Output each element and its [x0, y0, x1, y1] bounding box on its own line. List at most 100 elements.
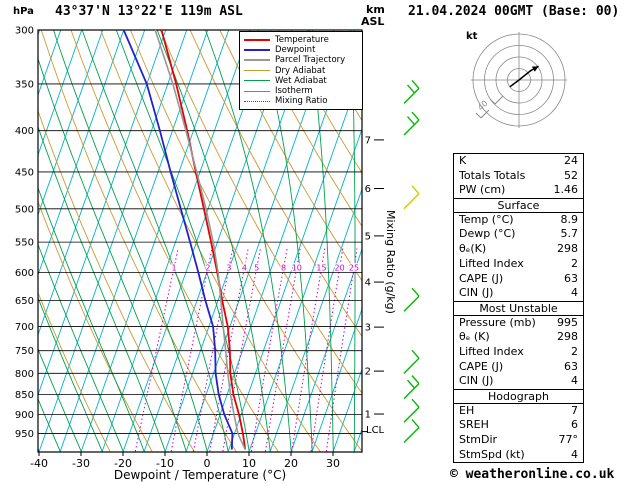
- table-section-title: Most Unstable: [454, 300, 583, 316]
- svg-text:5: 5: [254, 263, 259, 272]
- lcl-label: LCL: [366, 425, 385, 436]
- hodograph-rings: [472, 33, 566, 127]
- wind-barb: [403, 111, 420, 136]
- svg-text:300: 300: [15, 26, 34, 37]
- svg-text:20: 20: [284, 457, 298, 470]
- svg-text:4: 4: [365, 278, 371, 289]
- table-row-value: 63: [564, 359, 578, 373]
- wind-barb: [403, 375, 420, 400]
- hodograph: 40: [471, 32, 567, 128]
- svg-text:650: 650: [15, 296, 34, 307]
- wind-barb: [403, 349, 420, 374]
- svg-text:500: 500: [15, 204, 34, 215]
- legend-item: Dry Adiabat: [240, 66, 362, 76]
- svg-text:6: 6: [365, 184, 371, 195]
- legend-item: Wet Adiabat: [240, 76, 362, 86]
- table-row: CIN (J) 4: [454, 374, 583, 389]
- table-row-value: 52: [564, 168, 578, 182]
- table-row: θₑ(K) 298: [454, 242, 583, 257]
- svg-text:30: 30: [326, 457, 340, 470]
- km-axis-title: km: [366, 3, 385, 16]
- table-row: Totals Totals 52: [454, 169, 583, 184]
- svg-text:15: 15: [316, 263, 326, 272]
- svg-text:8: 8: [281, 263, 286, 272]
- svg-text:2: 2: [365, 367, 371, 378]
- legend-item: Parcel Trajectory: [240, 55, 362, 65]
- legend-item-label: Dewpoint: [275, 45, 316, 56]
- svg-text:350: 350: [15, 79, 34, 90]
- x-axis-label: Dewpoint / Temperature (°C): [113, 468, 287, 482]
- table-row-value: 4: [571, 374, 578, 388]
- table-row: SREH 6: [454, 418, 583, 433]
- wind-barb: [403, 185, 420, 210]
- table-section-title: Surface: [454, 198, 583, 213]
- table-row-label: StmDir: [459, 433, 498, 447]
- legend-item-label: Mixing Ratio: [275, 96, 328, 107]
- svg-text:850: 850: [15, 390, 34, 401]
- table-row-value: 4: [571, 286, 578, 300]
- svg-text:7: 7: [365, 135, 371, 146]
- temperature-axis-labels: -40 -30 -20 -10 0 10 20 30: [30, 452, 340, 470]
- legend-item-label: Parcel Trajectory: [275, 55, 346, 66]
- km-axis: 7 6 5 4 3 2 1: [365, 135, 384, 421]
- svg-text:900: 900: [15, 410, 34, 421]
- svg-text:450: 450: [15, 167, 34, 178]
- wind-barb: [403, 419, 420, 444]
- legend-item: Dewpoint: [240, 45, 362, 55]
- table-row-value: 2: [571, 256, 578, 270]
- table-row-value: 4: [571, 447, 578, 461]
- table-row-label: CAPE (J): [459, 271, 504, 285]
- svg-text:3: 3: [365, 323, 371, 334]
- profiles: [122, 29, 247, 450]
- wind-barb: [403, 287, 420, 312]
- svg-text:-10: -10: [156, 457, 174, 470]
- profile-temperature: [160, 29, 247, 450]
- table-row: CIN (J) 4: [454, 286, 583, 301]
- svg-text:0: 0: [204, 457, 211, 470]
- table-row: PW (cm) 1.46: [454, 183, 583, 198]
- svg-text:3: 3: [226, 263, 231, 272]
- table-row-label: CIN (J): [459, 286, 494, 300]
- legend-item-label: Dry Adiabat: [275, 65, 326, 76]
- table-row-label: θₑ (K): [459, 330, 490, 344]
- svg-text:2: 2: [205, 263, 210, 272]
- svg-text:20: 20: [335, 263, 345, 272]
- table-row: EH 7: [454, 404, 583, 419]
- legend-line-sample: [244, 70, 270, 72]
- legend-item: Mixing Ratio: [240, 96, 362, 106]
- table-row-value: 1.46: [553, 183, 579, 197]
- table-row-label: K: [459, 154, 467, 167]
- svg-text:700: 700: [15, 322, 34, 333]
- legend-line-sample: [244, 59, 270, 62]
- mixing-ratio-value-labels: 1 2 3 4 5 8 10 15 20 25: [170, 262, 360, 274]
- station-title: 43°37'N 13°22'E 119m ASL: [55, 4, 243, 19]
- table-section-title: Hodograph: [454, 389, 583, 404]
- indices-table: K 24 Totals Totals 52 PW (cm) 1.46 Surface Temp…: [453, 153, 584, 464]
- table-row-label: SREH: [459, 418, 489, 432]
- table-row: StmDir 77°: [454, 433, 583, 448]
- table-row-value: 7: [571, 403, 578, 417]
- svg-text:800: 800: [15, 369, 34, 380]
- svg-text:750: 750: [15, 346, 34, 357]
- table-row-label: Pressure (mb): [459, 315, 536, 329]
- svg-text:950: 950: [15, 429, 34, 440]
- legend-box: Temperature Dewpoint Parcel Trajectory Dry …: [239, 31, 363, 111]
- wind-barb: [403, 398, 420, 423]
- wind-barbs: [403, 79, 420, 444]
- table-row-value: 6: [571, 418, 578, 432]
- table-row-label: Temp (°C): [459, 212, 514, 226]
- legend-line-sample: [244, 90, 270, 92]
- table-row-label: CIN (J): [459, 374, 494, 388]
- table-row-label: Totals Totals: [459, 168, 526, 182]
- table-row-value: 995: [557, 315, 578, 329]
- table-row-value: 24: [564, 154, 578, 167]
- svg-text:1: 1: [171, 263, 176, 272]
- legend-line-sample: [244, 100, 270, 102]
- wind-barb: [403, 79, 420, 104]
- table-row: Lifted Index 2: [454, 257, 583, 272]
- legend-item: Temperature: [240, 35, 362, 45]
- pressure-axis-labels: 300 350 400 450 500 550 600 650 700 750 800 850 900 9…: [15, 26, 34, 440]
- table-row: Temp (°C) 8.9: [454, 213, 583, 228]
